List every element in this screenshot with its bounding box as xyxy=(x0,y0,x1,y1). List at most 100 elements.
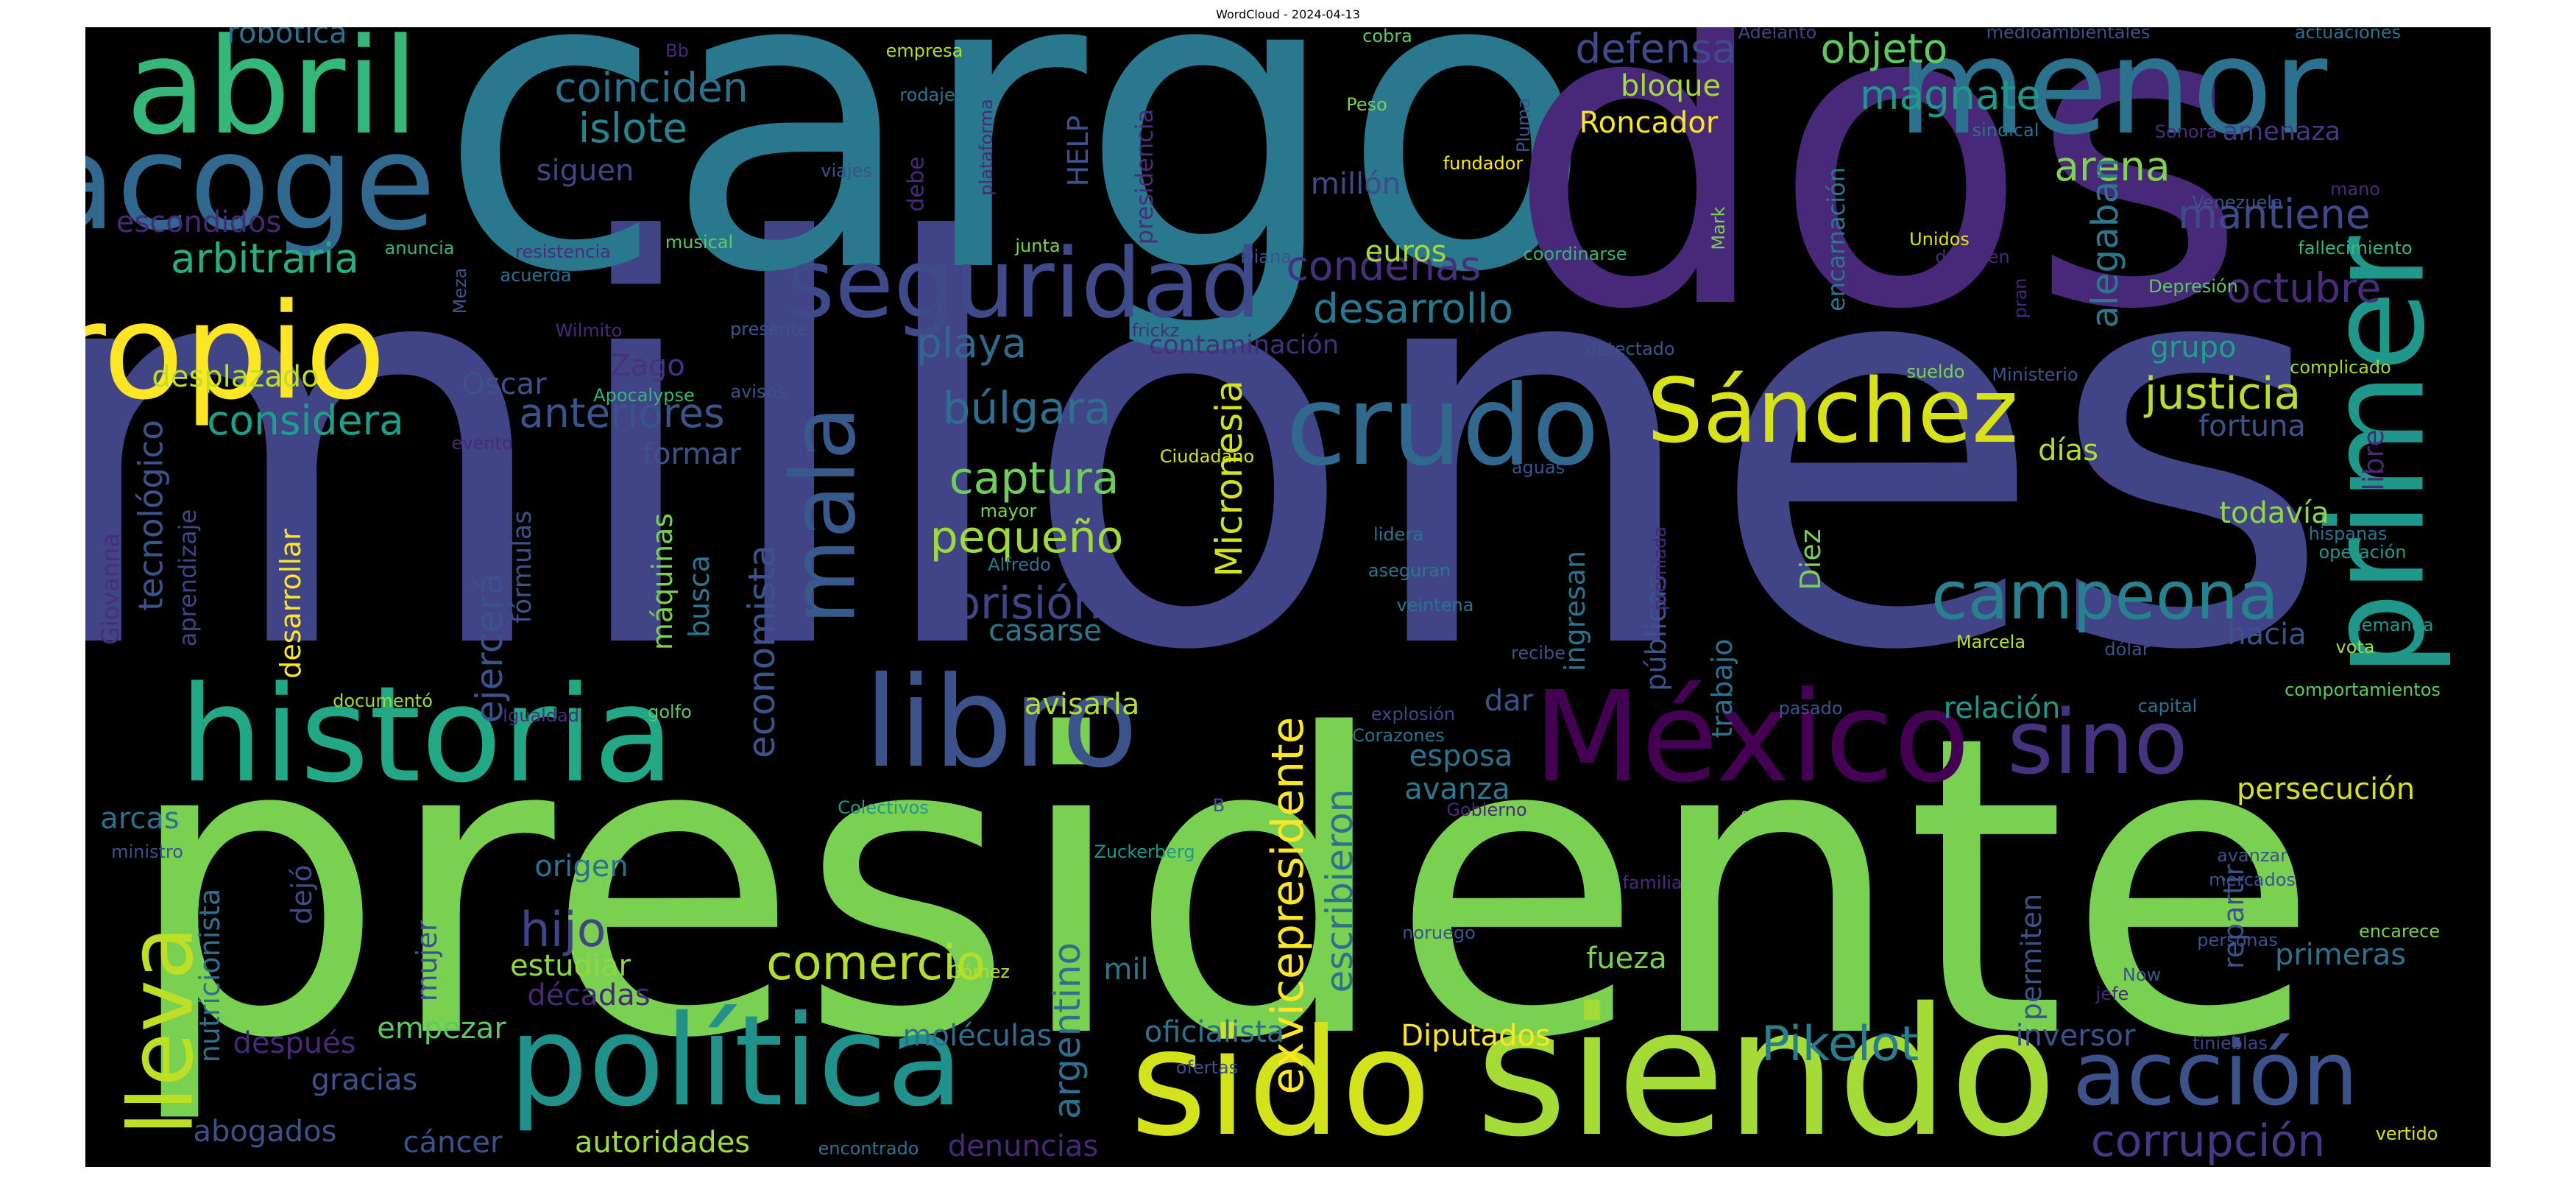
word-8: abril xyxy=(126,27,420,164)
word-59: bloque xyxy=(1621,69,1721,103)
word-146: empresa xyxy=(886,40,963,61)
word-150: plataforma xyxy=(976,99,997,195)
word-160: aseguran xyxy=(1368,560,1451,581)
word-126: avisos xyxy=(730,381,785,402)
word-82: esposa xyxy=(1409,739,1513,773)
word-129: mayor xyxy=(980,501,1037,521)
word-196: tinieblas xyxy=(2193,1033,2268,1054)
word-53: tecnológico xyxy=(132,420,171,611)
word-109: arcas xyxy=(100,802,179,836)
word-91: fortuna xyxy=(2198,409,2306,443)
word-62: robótica xyxy=(227,27,347,50)
word-67: Diputados xyxy=(1401,1019,1551,1053)
word-178: complicado xyxy=(2290,357,2391,378)
word-29: octubre xyxy=(2226,264,2381,311)
word-119: musical xyxy=(665,232,733,253)
word-89: hacia xyxy=(2227,618,2306,652)
word-80: mil xyxy=(1103,953,1148,987)
word-190: avanzar xyxy=(2217,845,2287,866)
word-63: desplazado xyxy=(152,360,319,394)
word-87: inversor xyxy=(2016,1019,2137,1053)
word-136: Colectivos xyxy=(838,797,929,818)
word-171: Venezuela xyxy=(2192,192,2282,213)
word-189: favor xyxy=(1740,808,1786,829)
word-128: Ciudadano xyxy=(1160,446,1254,467)
word-158: aguas xyxy=(1512,457,1565,478)
word-155: Diana xyxy=(1240,247,1292,267)
word-100: desarrollar xyxy=(275,529,307,679)
word-117: anuncia xyxy=(385,238,455,258)
word-26: exvicepresidente xyxy=(1262,716,1314,1094)
word-78: décadas xyxy=(527,978,650,1012)
word-40: defensa xyxy=(1575,27,1736,72)
word-48: alegaban xyxy=(2084,158,2126,328)
word-90: todavía xyxy=(2219,496,2329,530)
word-124: frickz xyxy=(1132,320,1180,341)
word-122: Wilmito xyxy=(556,320,623,341)
word-77: estudiar xyxy=(510,949,631,983)
word-68: oficialista xyxy=(1144,1015,1285,1049)
word-177: Ministerio xyxy=(1992,364,2078,385)
word-21: mala xyxy=(774,406,876,624)
word-121: Meza xyxy=(450,268,470,314)
word-194: Now xyxy=(2123,964,2161,985)
word-58: euros xyxy=(1365,235,1447,269)
word-188: capital xyxy=(2138,696,2198,716)
word-42: magnate xyxy=(1860,71,2041,119)
word-6: propio xyxy=(85,275,386,429)
word-45: arena xyxy=(2054,143,2170,190)
word-148: viajes xyxy=(821,161,872,181)
word-157: detectado xyxy=(1585,339,1674,359)
word-130: Alfredo xyxy=(988,554,1051,575)
word-183: vota xyxy=(2335,637,2374,657)
word-72: después xyxy=(233,1026,355,1060)
word-22: campeona xyxy=(1931,557,2279,635)
word-102: fórmulas xyxy=(508,510,537,623)
word-50: argentino xyxy=(1046,942,1089,1119)
word-0: millones xyxy=(85,128,2334,771)
word-9: acoge xyxy=(85,106,436,260)
word-3: dos xyxy=(1506,27,2248,401)
word-64: Oscar xyxy=(461,367,547,401)
word-154: fundador xyxy=(1443,153,1524,174)
word-138: Akal xyxy=(422,834,460,855)
word-7: historia xyxy=(180,658,675,812)
word-175: Depresión xyxy=(2148,276,2238,297)
word-170: mano xyxy=(2330,179,2380,200)
word-18: sino xyxy=(2007,692,2187,794)
word-142: familia xyxy=(1622,872,1682,893)
word-187: pasado xyxy=(1778,698,1842,719)
word-131: documentó xyxy=(333,691,433,711)
word-94: amenaza xyxy=(2223,117,2341,147)
word-31: pequeño xyxy=(930,512,1124,563)
word-176: pran xyxy=(2010,278,2031,318)
word-140: ministro xyxy=(111,842,183,862)
word-88: primeras xyxy=(2275,938,2406,972)
word-65: Zago xyxy=(610,349,685,383)
word-55: avisarla xyxy=(1025,688,1140,722)
word-47: Micronesia xyxy=(1208,380,1250,577)
word-125: Apocalypse xyxy=(593,385,695,406)
word-193: personas xyxy=(2197,930,2277,950)
word-35: anteriores xyxy=(519,389,724,437)
word-144: ofertas xyxy=(1176,1057,1238,1078)
word-76: denuncias xyxy=(948,1129,1099,1163)
chart-title: WordCloud - 2024-04-13 xyxy=(1216,7,1360,21)
word-46: mantiene xyxy=(2178,191,2371,238)
word-149: junta xyxy=(1014,236,1060,256)
word-36: considera xyxy=(207,397,404,444)
word-162: recibe xyxy=(1511,643,1565,663)
word-123: presente xyxy=(730,319,808,339)
word-116: libre xyxy=(2357,429,2390,490)
word-57: millón xyxy=(1311,167,1401,201)
word-191: mercados xyxy=(2209,870,2296,890)
word-73: abogados xyxy=(194,1115,337,1149)
word-70: empezar xyxy=(377,1012,506,1045)
word-135: Corazones xyxy=(1352,725,1445,746)
word-39: islote xyxy=(578,105,687,152)
word-161: veintena xyxy=(1397,595,1474,616)
word-182: demanda xyxy=(2350,615,2433,635)
word-111: públicas xyxy=(1640,575,1672,691)
word-56: casarse xyxy=(988,614,1102,648)
word-112: trabajo xyxy=(1706,638,1738,738)
